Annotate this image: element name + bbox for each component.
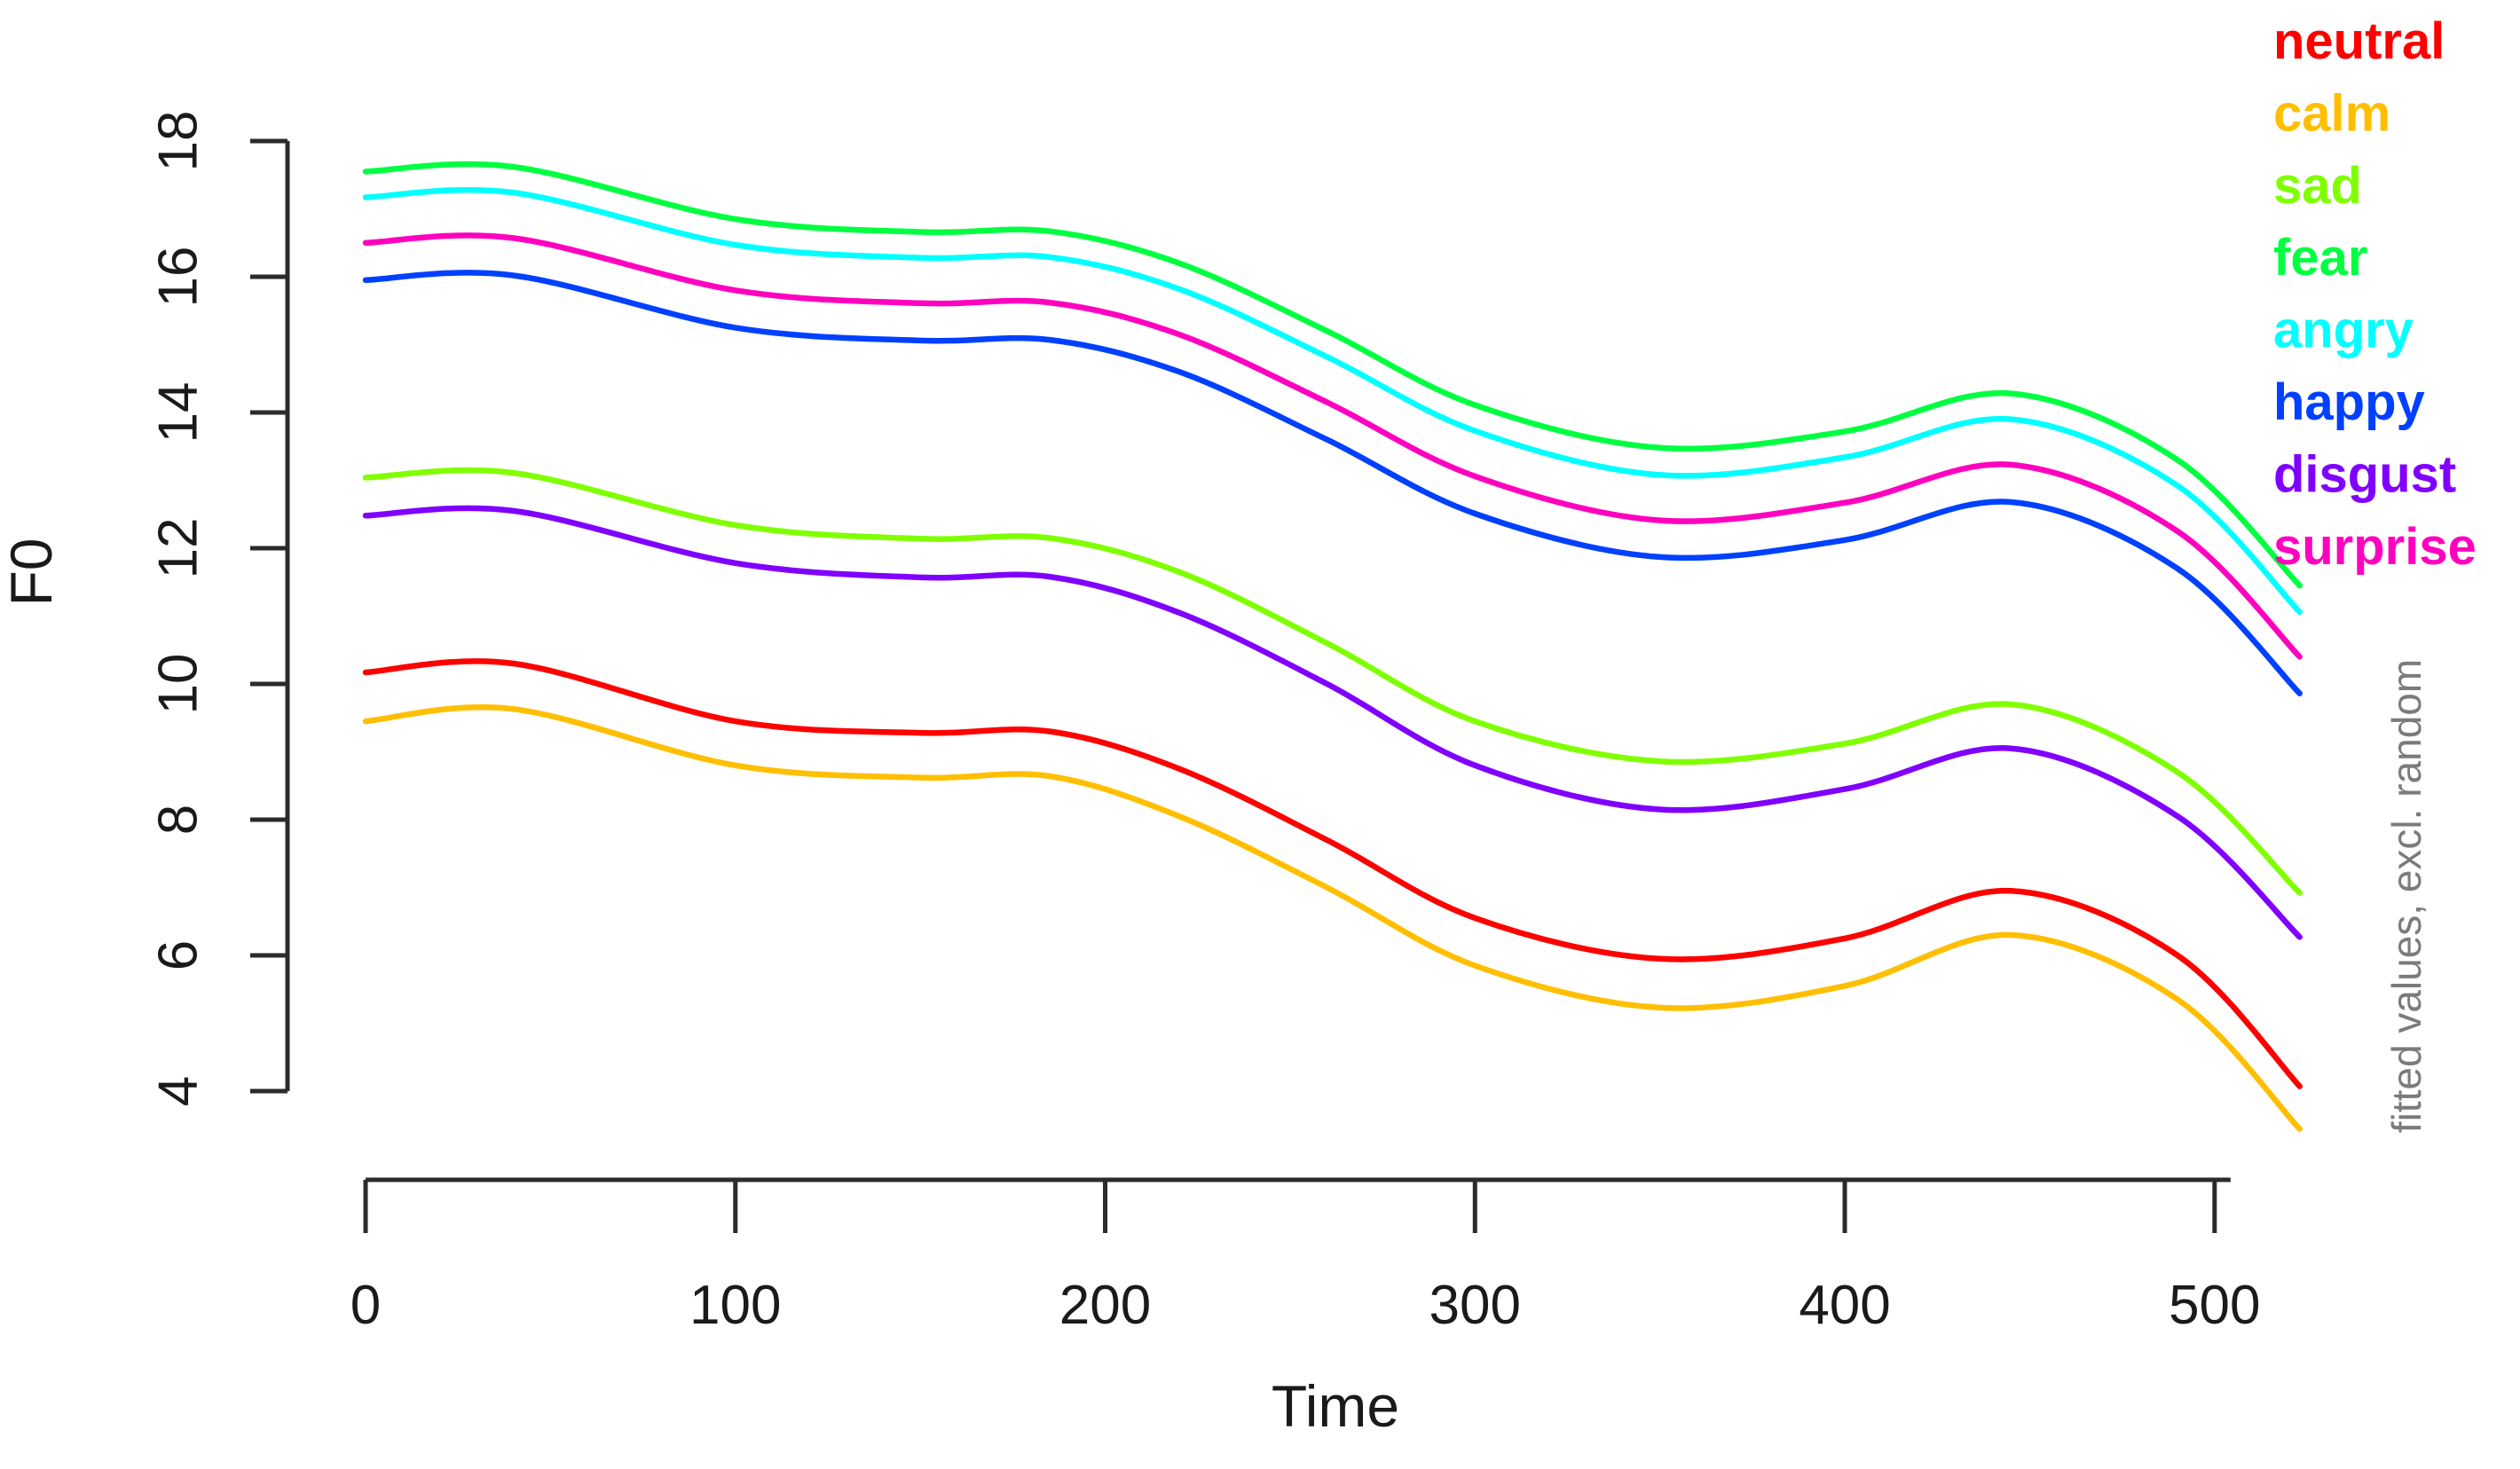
curve-calm bbox=[362, 704, 2303, 1133]
x-tick-label: 500 bbox=[2169, 1275, 2260, 1336]
x-tick-label: 300 bbox=[1429, 1275, 1521, 1336]
x-tick-label: 400 bbox=[1799, 1275, 1890, 1336]
curve-angry bbox=[362, 186, 2303, 616]
curve-happy bbox=[362, 270, 2303, 696]
curve-surprise bbox=[362, 232, 2303, 660]
y-tick-label: 16 bbox=[147, 247, 209, 308]
x-tick-label: 0 bbox=[350, 1275, 381, 1336]
y-tick-label: 10 bbox=[147, 654, 209, 715]
y-tick-label: 6 bbox=[147, 940, 209, 970]
legend-group: neutral calm sad fear angry happy disgust surpr… bbox=[2273, 12, 2477, 576]
y-tick-label: 12 bbox=[147, 518, 209, 579]
y-tick-label: 14 bbox=[147, 382, 209, 444]
x-tick-label: 100 bbox=[689, 1275, 781, 1336]
curve-sad bbox=[362, 467, 2303, 896]
y-tick-label: 4 bbox=[147, 1076, 209, 1106]
curves-group bbox=[362, 161, 2303, 1133]
axes-group: 4 6 8 10 12 14 16 18 0 100 200 300 400 500 bbox=[147, 111, 2260, 1336]
legend-item-happy: happy bbox=[2273, 373, 2425, 431]
y-tick-label: 8 bbox=[147, 805, 209, 835]
curve-disgust bbox=[362, 505, 2303, 940]
legend-item-calm: calm bbox=[2273, 84, 2390, 142]
curve-fear bbox=[362, 161, 2303, 589]
x-axis-title: Time bbox=[1272, 1373, 1399, 1439]
legend-item-disgust: disgust bbox=[2273, 445, 2456, 503]
legend-item-surprise: surprise bbox=[2273, 518, 2477, 576]
legend-item-sad: sad bbox=[2273, 157, 2362, 215]
x-tick-label: 200 bbox=[1059, 1275, 1151, 1336]
legend-item-neutral: neutral bbox=[2273, 12, 2445, 70]
legend-item-angry: angry bbox=[2273, 302, 2414, 359]
fitted-values-note: fitted values, excl. random bbox=[2383, 659, 2429, 1133]
y-axis-title: F0 bbox=[0, 538, 64, 606]
legend-item-fear: fear bbox=[2273, 229, 2367, 287]
y-tick-label: 18 bbox=[147, 111, 209, 172]
curve-neutral bbox=[362, 658, 2303, 1089]
